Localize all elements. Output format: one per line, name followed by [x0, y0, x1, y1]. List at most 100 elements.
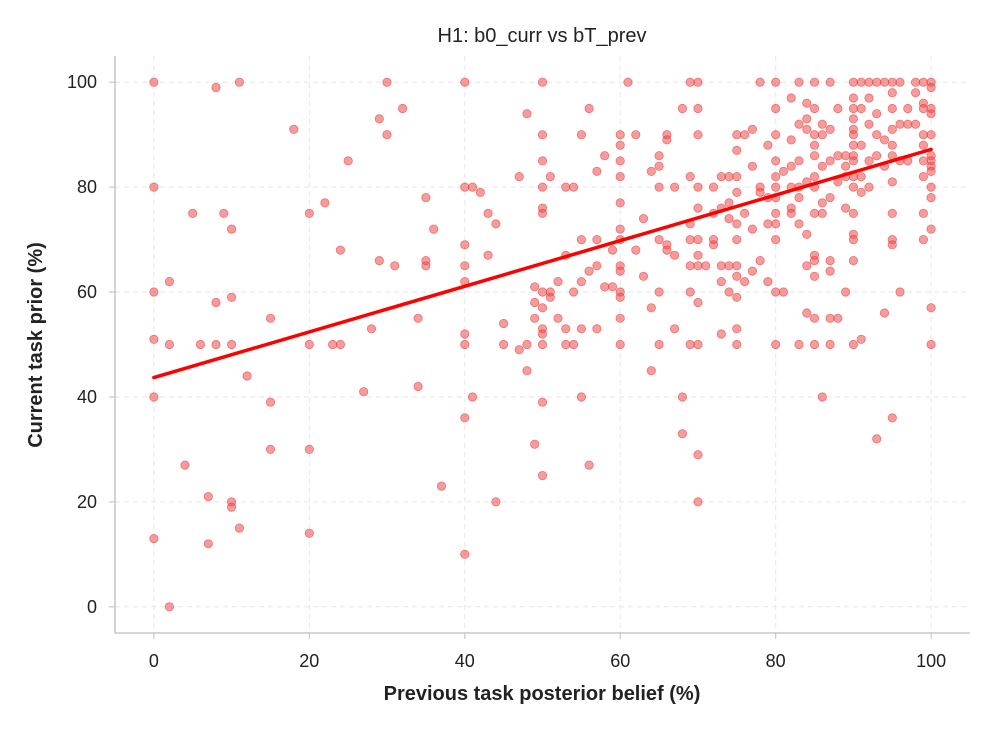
data-point	[211, 82, 221, 93]
data-point	[763, 219, 773, 229]
data-point	[786, 161, 796, 171]
x-tick-label: 100	[916, 651, 946, 671]
data-point	[421, 193, 431, 203]
data-point	[514, 172, 524, 182]
data-point	[771, 219, 781, 229]
data-point	[747, 124, 758, 134]
data-point	[654, 287, 664, 297]
data-point	[732, 235, 742, 245]
data-point	[864, 77, 874, 87]
data-point	[926, 166, 936, 176]
data-point	[646, 166, 656, 176]
data-point	[320, 198, 330, 208]
data-point	[475, 187, 485, 197]
data-point	[537, 156, 548, 166]
data-point	[778, 287, 789, 297]
data-point	[887, 77, 897, 87]
data-point	[530, 439, 540, 449]
data-point	[887, 124, 897, 134]
data-point	[537, 470, 548, 481]
data-point	[864, 182, 874, 192]
data-point	[809, 271, 820, 281]
data-point	[755, 187, 765, 197]
data-point	[460, 182, 470, 192]
data-point	[817, 208, 827, 218]
data-point	[825, 339, 835, 350]
data-point	[592, 261, 602, 271]
data-point	[149, 392, 159, 402]
data-point	[693, 450, 703, 460]
data-point	[693, 497, 703, 507]
data-point	[809, 140, 820, 150]
data-point	[592, 324, 602, 334]
data-point	[918, 208, 929, 218]
data-point	[864, 93, 874, 103]
data-point	[304, 528, 314, 538]
data-point	[561, 182, 571, 192]
data-point	[483, 208, 493, 218]
data-point	[460, 329, 470, 339]
data-point	[887, 413, 897, 423]
data-point	[708, 182, 719, 192]
data-point	[739, 208, 750, 218]
data-point	[825, 156, 835, 166]
data-point	[537, 130, 548, 140]
data-point	[794, 156, 804, 166]
data-point	[164, 276, 174, 287]
data-point	[693, 339, 703, 350]
data-point	[763, 140, 773, 150]
data-point	[188, 208, 198, 218]
data-point	[654, 151, 664, 161]
data-point	[926, 303, 936, 313]
data-point	[265, 397, 276, 407]
data-point	[592, 166, 602, 176]
chart-title: H1: b0_curr vs bT_prev	[438, 25, 647, 47]
data-point	[771, 130, 781, 140]
y-tick-label: 80	[77, 177, 97, 197]
data-point	[887, 177, 897, 187]
data-point	[413, 381, 423, 392]
data-point	[615, 198, 625, 208]
data-point	[739, 276, 750, 287]
data-point	[724, 214, 734, 224]
data-point	[242, 371, 252, 381]
data-point	[895, 119, 905, 129]
data-point	[848, 182, 859, 192]
data-point	[646, 303, 656, 313]
data-point	[771, 235, 781, 245]
data-point	[195, 339, 206, 350]
data-point	[724, 172, 734, 182]
data-point	[600, 151, 610, 161]
data-point	[786, 135, 796, 145]
data-point	[732, 271, 742, 281]
data-point	[615, 292, 625, 302]
data-point	[825, 77, 835, 87]
data-point	[693, 203, 703, 213]
data-point	[631, 245, 641, 255]
data-point	[304, 339, 314, 350]
data-point	[856, 140, 866, 150]
data-point	[522, 339, 532, 350]
data-point	[910, 77, 921, 87]
data-point	[872, 109, 882, 119]
data-point	[537, 397, 548, 407]
data-point	[211, 297, 221, 308]
data-point	[382, 130, 392, 140]
data-point	[421, 261, 431, 271]
data-point	[545, 292, 555, 302]
data-point	[460, 77, 470, 87]
data-point	[413, 313, 423, 323]
data-point	[234, 77, 244, 87]
data-point	[304, 444, 314, 454]
data-point	[856, 103, 866, 114]
data-point	[514, 345, 524, 355]
data-point	[584, 103, 594, 114]
data-point	[203, 539, 213, 549]
data-point	[732, 145, 742, 155]
data-point	[918, 77, 929, 87]
data-point	[918, 103, 929, 114]
data-point	[615, 224, 625, 234]
data-point	[848, 140, 859, 150]
x-tick-label: 0	[149, 651, 159, 671]
